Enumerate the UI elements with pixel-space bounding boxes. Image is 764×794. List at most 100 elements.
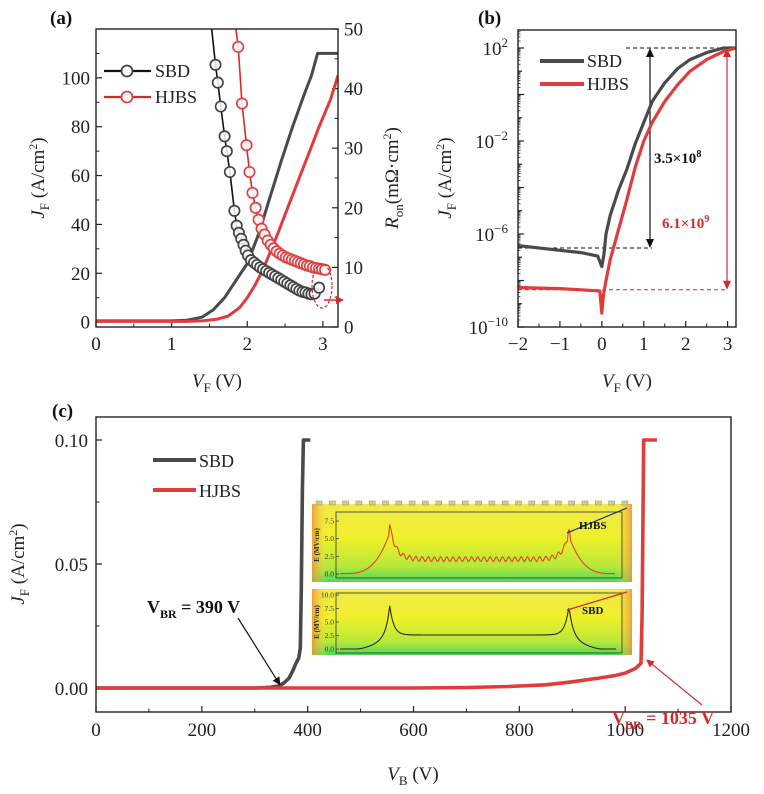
y-tick-label: 0.10	[55, 431, 88, 452]
y-tick-label: 40	[71, 215, 90, 236]
panel-c: (c) 0.0 2.5 5.0 7.5 E (MV/cm) HJBS 0.0 2.5 5.…	[6, 401, 750, 788]
inset-sbd-frame	[335, 592, 623, 654]
surface-bump	[541, 500, 549, 506]
legend-item-hjbs: HJBS	[104, 87, 197, 107]
panel-a-highlight-ellipse	[311, 263, 333, 309]
surface-bump	[342, 500, 349, 506]
x-tick-label: 1000	[606, 720, 644, 741]
x-tick-label: 1	[167, 334, 177, 355]
panel-b-ratio-sbd: 3.5×108	[654, 149, 701, 167]
panel-c-x-axis-title: VB (V)	[387, 764, 438, 788]
legend-item-sbd: SBD	[153, 451, 234, 471]
ron-point-sbd	[228, 204, 241, 217]
ron-point-sbd	[223, 165, 236, 179]
inset-tick-label: 2.5	[325, 552, 335, 561]
panel-b-tick-labels: −2 −1 0 1 2 3 102 10−2 10−6 10−10	[469, 35, 733, 355]
ron-point-sbd	[214, 100, 227, 113]
legend-label-sbd: SBD	[587, 51, 622, 71]
y-tick-label: 0	[81, 313, 91, 334]
ron-line-sbd	[210, 29, 320, 296]
ron-point-hjbs	[240, 139, 253, 152]
surface-bump	[462, 500, 469, 506]
ron-point-sbd	[313, 281, 326, 294]
panel-b-curves	[518, 46, 736, 315]
surface-bump	[382, 500, 389, 506]
jv-log-curve-sbd	[518, 46, 736, 269]
x-tick-label: 0	[91, 720, 101, 741]
inset-hjbs-ylabel: E (MV/cm)	[313, 528, 321, 562]
surface-bump	[448, 500, 456, 506]
panel-c-y-axis-title: JF (A/cm2)	[6, 523, 32, 604]
surface-bump	[395, 500, 403, 506]
panel-a-label: (a)	[50, 8, 72, 29]
surface-bump	[475, 500, 482, 506]
ron-point-hjbs	[246, 186, 259, 199]
x-tick-label: 600	[399, 720, 428, 741]
inset-tick-label: 7.5	[325, 604, 335, 613]
inset-sbd: 0.0 2.5 5.0 7.5 10.0 E (MV/cm) SBD	[312, 589, 632, 655]
panel-a-y-axis-title: JF (A/cm2)	[26, 137, 52, 218]
panel-b-legend: SBD HJBS	[540, 51, 629, 94]
panel-a-legend: SBD HJBS	[104, 61, 197, 107]
panel-c-tick-labels: 0 200 400 600 800 1000 1200 0.00 0.05 0.10	[55, 431, 750, 741]
inset-sbd-field-curve	[340, 605, 616, 650]
ratio-arrowhead-sbd-top	[646, 48, 654, 57]
panel-c-label: (c)	[52, 401, 73, 422]
ron-point-hjbs	[232, 40, 245, 53]
ron-point-hjbs	[235, 97, 249, 110]
x-tick-label: 1	[639, 334, 649, 355]
x-tick-label: 200	[188, 720, 217, 741]
jv-breakdown-curve-hjbs	[96, 438, 657, 690]
surface-bump	[368, 500, 376, 506]
inset-hjbs-field-curve	[340, 524, 615, 575]
surface-bump	[595, 500, 602, 506]
panel-b-ratio-hjbs: 6.1×109	[662, 214, 709, 232]
y-tick-label: 0.05	[55, 555, 88, 576]
x-tick-label: 0	[91, 334, 101, 355]
surface-bump	[329, 500, 336, 506]
jv-breakdown-curve-sbd	[96, 438, 311, 690]
y2-tick-label: 50	[344, 20, 363, 41]
panel-b: (b) −2 −1 0 1 2 3 102 10−2 10−6 10−10 SBD HJBS 3.…	[433, 8, 737, 395]
x-tick-label: 3	[723, 334, 733, 355]
y-tick-label: 10−6	[475, 221, 508, 246]
y-tick-label: 80	[71, 117, 90, 138]
panel-a-x-axis-title: VF (V)	[192, 371, 242, 395]
inset-hjbs-surface-bumps	[315, 500, 629, 506]
surface-bump	[608, 500, 615, 506]
surface-bump	[408, 500, 416, 506]
legend-item-sbd: SBD	[104, 61, 190, 81]
surface-bump	[315, 500, 323, 506]
panel-c-legend: SBD HJBS	[153, 451, 241, 501]
jv-log-curve-hjbs	[518, 46, 736, 315]
inset-tick-label: 2.5	[325, 631, 335, 640]
surface-bump	[528, 500, 536, 506]
legend-label-hjbs: HJBS	[155, 87, 197, 107]
panel-b-label: (b)	[478, 8, 501, 29]
ron-point-hjbs	[243, 165, 256, 179]
ratio-arrowhead-hjbs-top	[723, 48, 731, 57]
surface-bump	[555, 500, 562, 506]
surface-bump	[568, 500, 575, 506]
y2-tick-label: 0	[344, 318, 354, 339]
x-tick-label: 2	[681, 334, 691, 355]
legend-label-sbd: SBD	[155, 61, 190, 81]
inset-hjbs: 0.0 2.5 5.0 7.5 E (MV/cm) HJBS	[312, 500, 632, 582]
y-tick-label: 100	[62, 68, 91, 89]
inset-tick-label: 7.5	[325, 517, 335, 526]
surface-bump	[501, 500, 509, 506]
y-tick-label: 20	[71, 264, 90, 285]
y2-tick-label: 40	[344, 79, 363, 100]
x-tick-label: 400	[293, 720, 322, 741]
legend-label-sbd: SBD	[199, 451, 234, 471]
surface-bump	[355, 500, 363, 506]
annotation-arrow-sbd	[237, 617, 281, 686]
ron-point-sbd	[211, 76, 224, 89]
jv-curve-sbd	[96, 51, 338, 323]
panel-a-markers	[209, 40, 332, 301]
annotation-vbr-hjbs: VBR = 1035 V	[612, 708, 714, 732]
y-tick-label: 0.00	[55, 679, 88, 700]
surface-bump	[488, 500, 496, 506]
y-tick-label: 60	[71, 166, 90, 187]
